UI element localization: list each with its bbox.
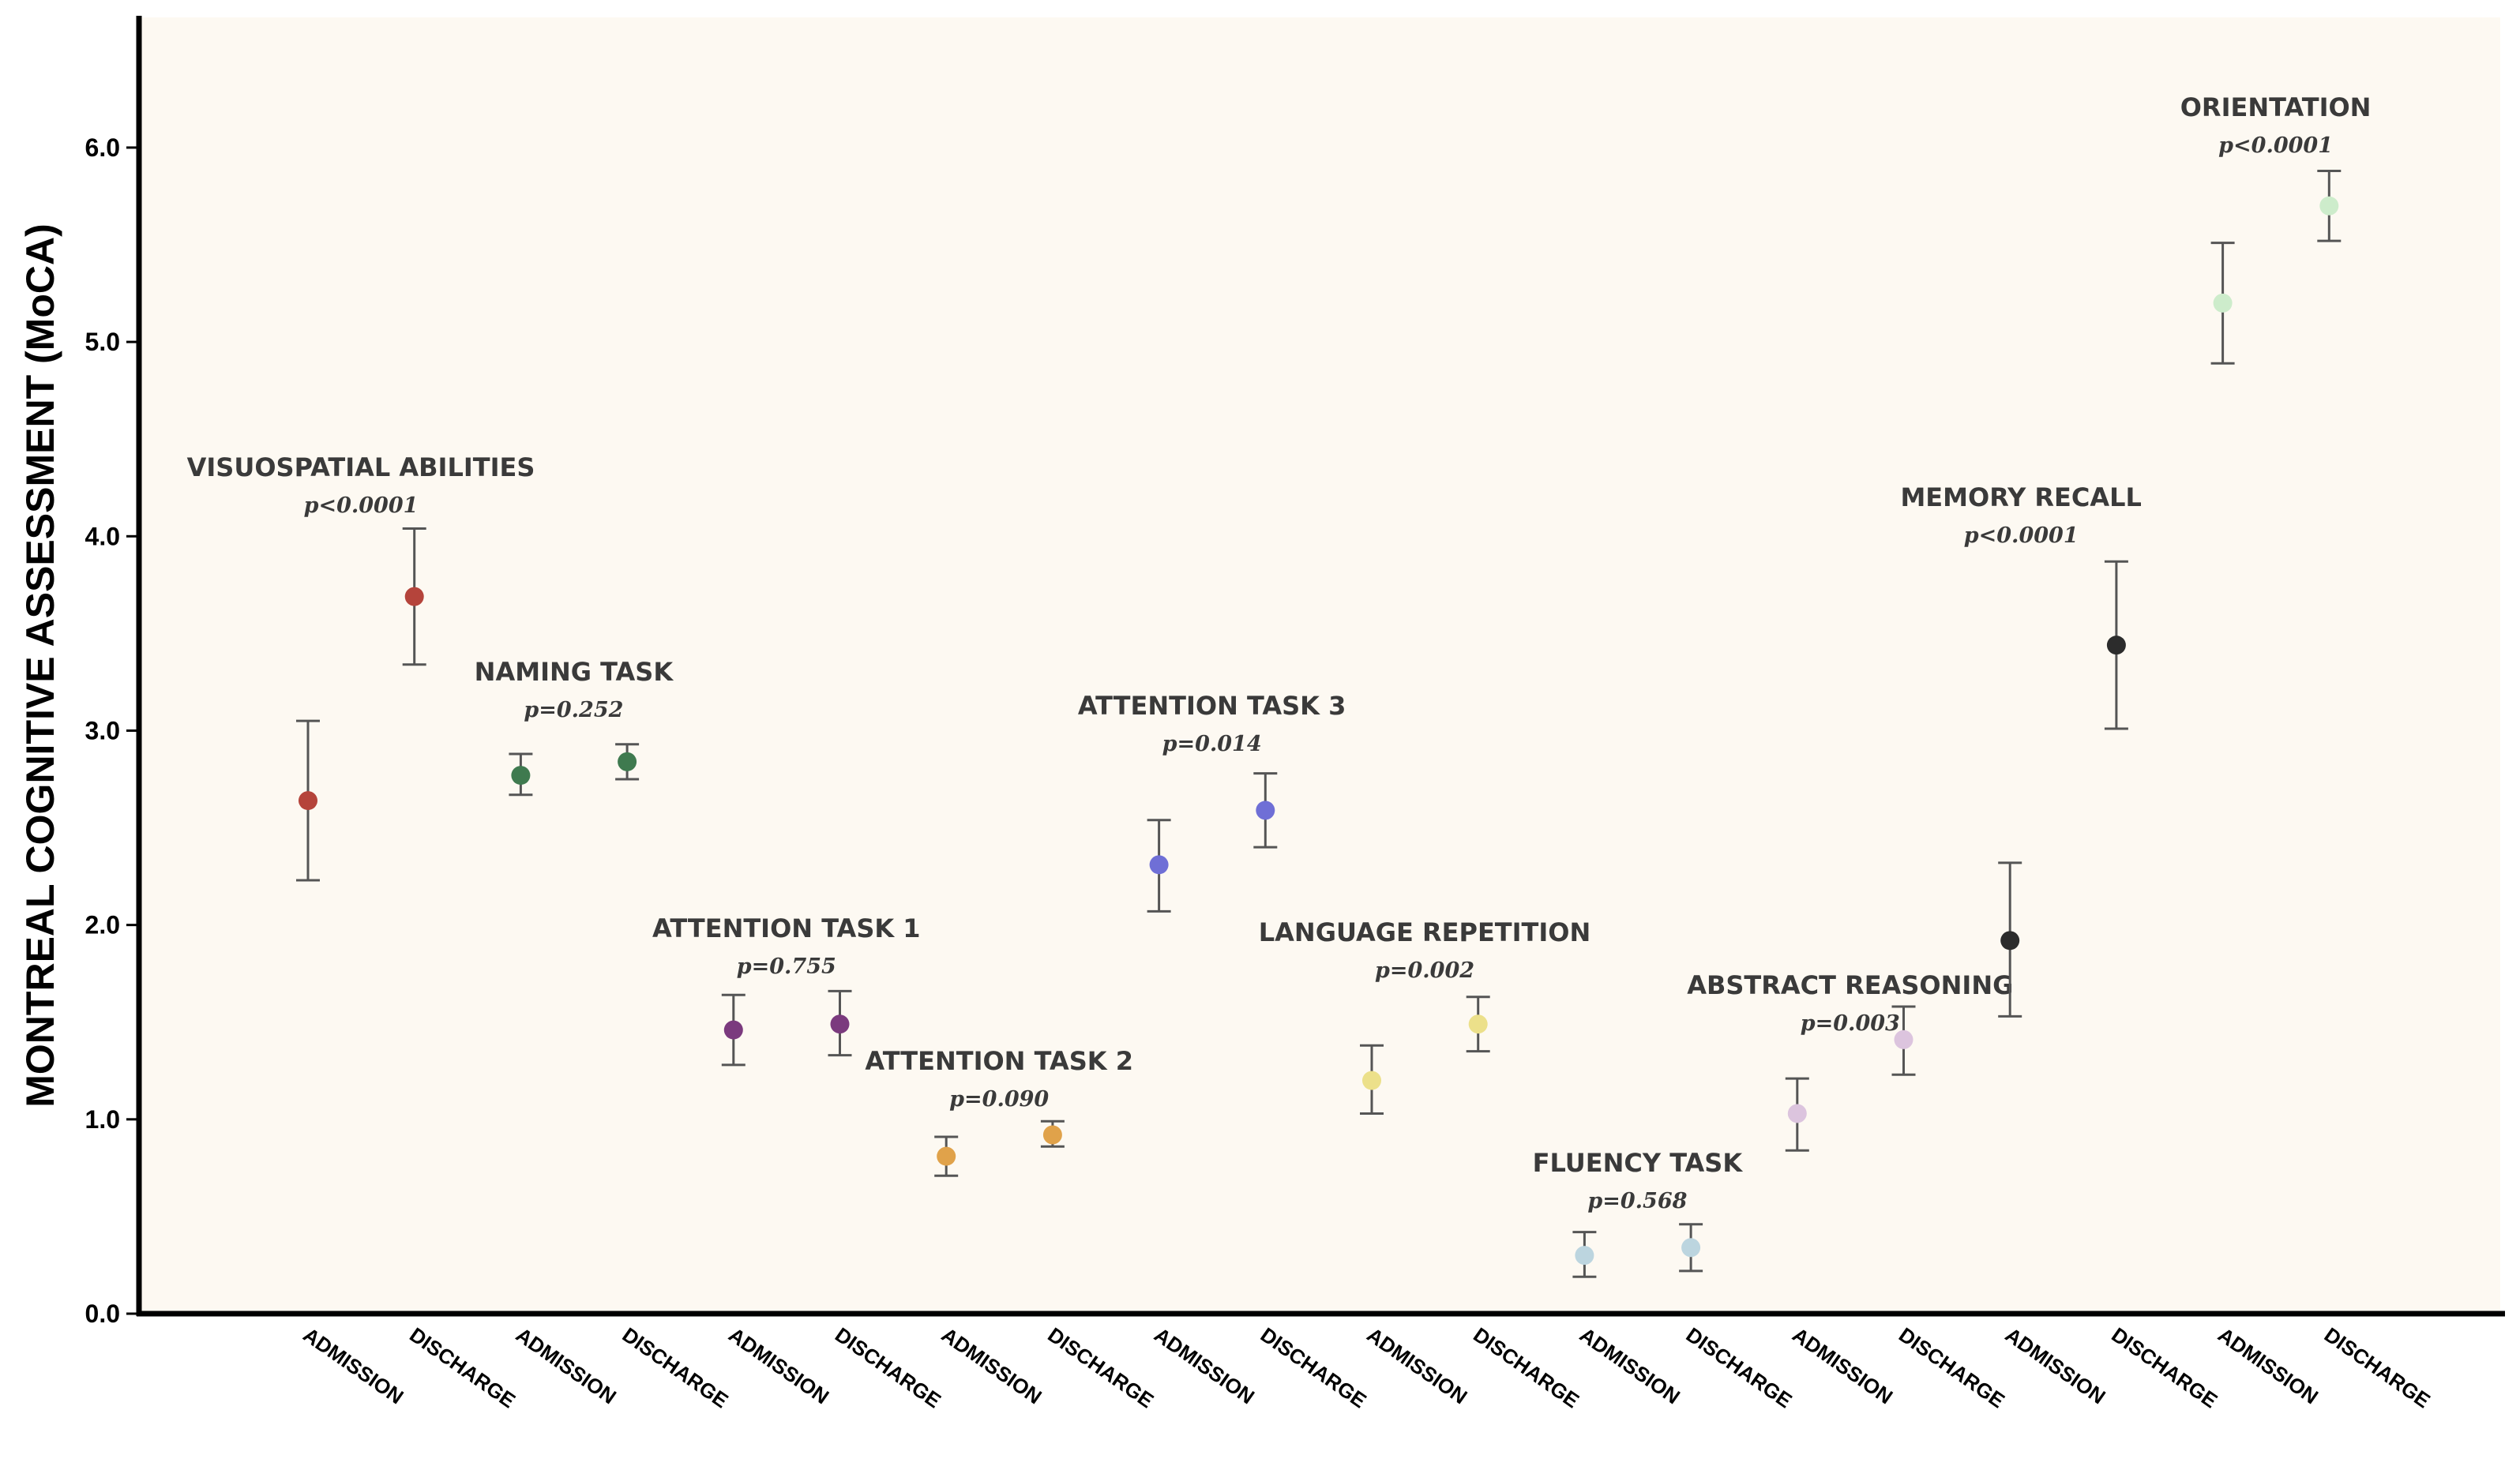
y-tick-label: 5.0: [85, 328, 120, 356]
group-label-language-repetition: LANGUAGE REPETITION: [1259, 917, 1591, 947]
group-label-abstract-reasoning: ABSTRACT REASONING: [1687, 970, 2013, 1000]
x-tick-label-admission: ADMISSION: [299, 1322, 408, 1408]
p-value-naming-task: p=0.252: [524, 698, 623, 722]
mean-point-language-repetition-admission: [1362, 1071, 1381, 1090]
y-axis-title: MONTREAL COGNITIVE ASSESSMENT (MoCA): [18, 223, 62, 1107]
p-value-orientation: p<0.0001: [2218, 133, 2333, 158]
x-tick-label-admission: ADMISSION: [937, 1322, 1046, 1408]
mean-point-orientation-discharge: [2319, 196, 2339, 216]
x-tick-label-discharge: DISCHARGE: [1256, 1322, 1371, 1412]
x-tick-label-admission: ADMISSION: [1150, 1322, 1259, 1408]
mean-point-visuospatial-abilities-admission: [299, 791, 317, 811]
group-label-fluency-task: FLUENCY TASK: [1533, 1148, 1744, 1178]
mean-point-fluency-task-admission: [1575, 1246, 1594, 1266]
mean-point-abstract-reasoning-discharge: [1894, 1029, 1913, 1049]
x-tick-label-admission: ADMISSION: [512, 1322, 621, 1408]
mean-point-attention-task-3-admission: [1149, 855, 1169, 875]
p-value-attention-task-3: p=0.014: [1162, 732, 1262, 756]
mean-point-language-repetition-discharge: [1468, 1014, 1488, 1034]
x-tick-label-admission: ADMISSION: [1788, 1322, 1897, 1408]
x-tick-label-discharge: DISCHARGE: [2107, 1322, 2221, 1412]
x-tick-label-discharge: DISCHARGE: [1895, 1322, 2009, 1412]
y-tick-label: 1.0: [85, 1105, 120, 1134]
mean-point-memory-recall-discharge: [2106, 636, 2126, 655]
x-tick-label-admission: ADMISSION: [1575, 1322, 1684, 1408]
mean-point-attention-task-1-discharge: [830, 1014, 850, 1034]
x-tick-label-admission: ADMISSION: [1363, 1322, 1472, 1408]
p-value-attention-task-1: p=0.755: [737, 954, 836, 979]
mean-point-attention-task-3-discharge: [1256, 801, 1275, 820]
x-tick-label-admission: ADMISSION: [2001, 1322, 2110, 1408]
x-tick-label-discharge: DISCHARGE: [618, 1322, 733, 1412]
x-tick-label-discharge: DISCHARGE: [1682, 1322, 1797, 1412]
mean-point-visuospatial-abilities-discharge: [404, 587, 424, 606]
x-tick-label-discharge: DISCHARGE: [2320, 1322, 2435, 1412]
x-tick-label-discharge: DISCHARGE: [1469, 1322, 1583, 1412]
x-tick-label-admission: ADMISSION: [2214, 1322, 2323, 1408]
group-label-attention-task-3: ATTENTION TASK 3: [1078, 691, 1346, 721]
group-label-memory-recall: MEMORY RECALL: [1900, 482, 2141, 512]
group-label-visuospatial-abilities: VISUOSPATIAL ABILITIES: [187, 452, 535, 482]
y-tick-label: 0.0: [85, 1299, 120, 1328]
p-value-abstract-reasoning: p=0.003: [1801, 1011, 1900, 1036]
plot-background: [139, 17, 2500, 1314]
y-tick-label: 2.0: [85, 911, 120, 939]
group-label-attention-task-1: ATTENTION TASK 1: [652, 913, 921, 943]
group-label-orientation: ORIENTATION: [2180, 92, 2372, 122]
mean-point-attention-task-2-discharge: [1042, 1125, 1062, 1145]
mean-point-naming-task-discharge: [618, 752, 637, 771]
group-label-naming-task: NAMING TASK: [475, 657, 674, 687]
x-tick-label-discharge: DISCHARGE: [831, 1322, 945, 1412]
p-value-memory-recall: p<0.0001: [1964, 523, 2079, 548]
p-value-visuospatial-abilities: p<0.0001: [304, 493, 419, 518]
p-value-language-repetition: p=0.002: [1375, 958, 1474, 983]
y-tick-label: 3.0: [85, 716, 120, 744]
mean-point-attention-task-2-admission: [937, 1146, 956, 1166]
y-tick-label: 4.0: [85, 522, 120, 550]
mean-point-memory-recall-admission: [2000, 931, 2020, 951]
p-value-fluency-task: p=0.568: [1587, 1189, 1687, 1213]
mean-point-abstract-reasoning-admission: [1787, 1104, 1807, 1123]
group-label-attention-task-2: ATTENTION TASK 2: [865, 1046, 1133, 1076]
mean-point-naming-task-admission: [511, 766, 531, 786]
x-tick-label-discharge: DISCHARGE: [1043, 1322, 1158, 1412]
mean-point-orientation-admission: [2213, 293, 2233, 313]
mean-point-fluency-task-discharge: [1681, 1238, 1701, 1258]
x-tick-label-discharge: DISCHARGE: [405, 1322, 520, 1412]
y-tick-label: 6.0: [85, 133, 120, 162]
x-tick-label-admission: ADMISSION: [724, 1322, 833, 1408]
mean-point-attention-task-1-admission: [723, 1020, 743, 1040]
p-value-attention-task-2: p=0.090: [949, 1087, 1049, 1112]
